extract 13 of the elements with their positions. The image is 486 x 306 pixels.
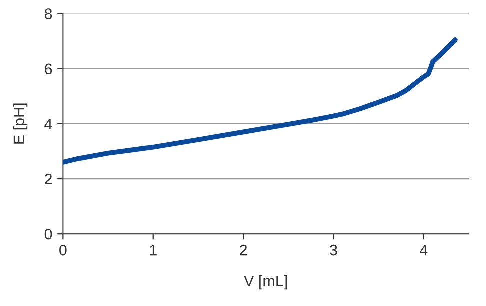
y-tick-label: 0	[44, 228, 52, 240]
y-tick-label: 4	[44, 118, 52, 130]
x-tick-label: 3	[330, 244, 338, 256]
x-tick-label: 2	[240, 244, 248, 256]
x-tick-label: 4	[420, 245, 428, 256]
line-series	[63, 38, 458, 165]
x-axis-title: V [mL]	[244, 275, 288, 290]
x-tick-label: 1	[150, 245, 157, 256]
y-tick-label: 8	[44, 8, 52, 20]
y-tick-label: 6	[45, 64, 52, 75]
y-tick-label: 2	[45, 174, 52, 185]
y-axis-title: E [pH]	[13, 104, 28, 144]
x-tick-label: 0	[60, 244, 67, 256]
